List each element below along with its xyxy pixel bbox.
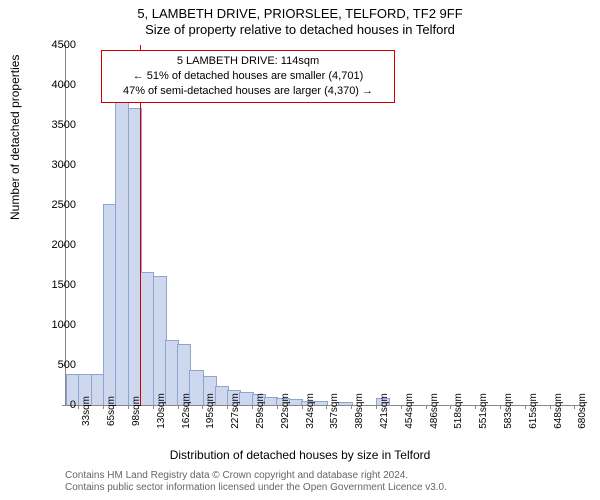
y-tick-label: 2000 xyxy=(52,239,76,251)
x-tick-label: 583sqm xyxy=(503,393,514,429)
chart-footer: Contains HM Land Registry data © Crown c… xyxy=(65,470,447,494)
x-tick-label: 292sqm xyxy=(280,393,291,429)
y-tick-label: 500 xyxy=(58,359,76,371)
y-tick-label: 4500 xyxy=(52,39,76,51)
x-tick-label: 389sqm xyxy=(354,393,365,429)
histogram-bar xyxy=(338,402,352,405)
x-tick-label: 648sqm xyxy=(553,393,564,429)
x-tick-label: 486sqm xyxy=(429,393,440,429)
y-tick-label: 1500 xyxy=(52,279,76,291)
y-tick-label: 3000 xyxy=(52,159,76,171)
x-tick-label: 454sqm xyxy=(404,393,415,429)
x-tick-label: 98sqm xyxy=(131,396,142,426)
footer-line-1: Contains HM Land Registry data © Crown c… xyxy=(65,470,447,482)
x-tick-label: 227sqm xyxy=(230,393,241,429)
y-axis-label: Number of detached properties xyxy=(8,55,22,220)
x-tick-label: 615sqm xyxy=(528,393,539,429)
x-tick-label: 162sqm xyxy=(181,393,192,429)
x-tick-label: 518sqm xyxy=(453,393,464,429)
x-tick-label: 33sqm xyxy=(81,396,92,426)
x-tick-label: 421sqm xyxy=(379,393,390,429)
y-tick-label: 2500 xyxy=(52,199,76,211)
annotation-line-2: ← 51% of detached houses are smaller (4,… xyxy=(108,69,388,84)
x-tick-label: 130sqm xyxy=(156,393,167,429)
x-tick-label: 680sqm xyxy=(577,393,588,429)
y-tick-label: 4000 xyxy=(52,79,76,91)
annotation-line-3: 47% of semi-detached houses are larger (… xyxy=(108,84,388,99)
x-tick-label: 324sqm xyxy=(305,393,316,429)
footer-line-2: Contains public sector information licen… xyxy=(65,482,447,494)
annotation-box: 5 LAMBETH DRIVE: 114sqm← 51% of detached… xyxy=(101,50,395,103)
x-tick-label: 357sqm xyxy=(329,393,340,429)
x-axis-label: Distribution of detached houses by size … xyxy=(0,448,600,462)
x-tick-label: 259sqm xyxy=(255,393,266,429)
y-tick-label: 3500 xyxy=(52,119,76,131)
y-tick-label: 1000 xyxy=(52,319,76,331)
chart-title-desc: Size of property relative to detached ho… xyxy=(0,22,600,37)
x-tick-label: 551sqm xyxy=(478,393,489,429)
annotation-line-1: 5 LAMBETH DRIVE: 114sqm xyxy=(108,54,388,69)
chart-title-address: 5, LAMBETH DRIVE, PRIORSLEE, TELFORD, TF… xyxy=(0,6,600,21)
x-tick-label: 195sqm xyxy=(205,393,216,429)
x-tick-label: 65sqm xyxy=(106,396,117,426)
plot-area: 5 LAMBETH DRIVE: 114sqm← 51% of detached… xyxy=(65,45,586,406)
y-tick-label: 0 xyxy=(70,399,76,411)
